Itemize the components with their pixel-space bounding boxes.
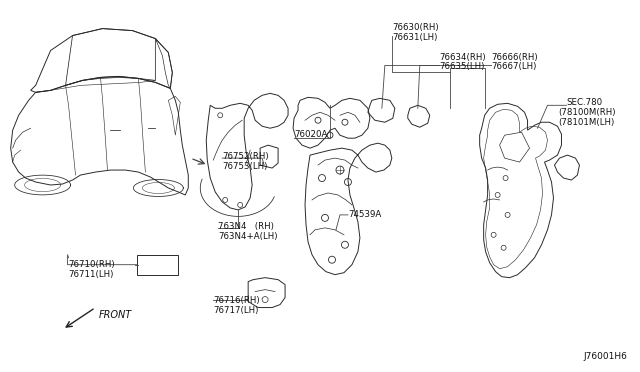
Text: 76020A: 76020A xyxy=(294,130,328,139)
Text: 763N4+A(LH): 763N4+A(LH) xyxy=(218,232,278,241)
Text: 76717(LH): 76717(LH) xyxy=(213,305,259,315)
Text: SEC.780: SEC.780 xyxy=(566,98,603,108)
Text: 76710(RH): 76710(RH) xyxy=(68,260,115,269)
Text: 74539A: 74539A xyxy=(348,210,381,219)
Text: (78100M(RH): (78100M(RH) xyxy=(559,108,616,117)
Text: 76631(LH): 76631(LH) xyxy=(392,33,437,42)
Text: 76630(RH): 76630(RH) xyxy=(392,23,438,32)
Text: 76634(RH): 76634(RH) xyxy=(440,52,486,61)
Text: 76666(RH): 76666(RH) xyxy=(492,52,538,61)
Text: 763N4   (RH): 763N4 (RH) xyxy=(218,222,274,231)
Text: FRONT: FRONT xyxy=(99,310,132,320)
Text: 76635(LH): 76635(LH) xyxy=(440,62,485,71)
Text: 76711(LH): 76711(LH) xyxy=(68,270,114,279)
Text: 76752(RH): 76752(RH) xyxy=(222,152,269,161)
Text: 76716(RH): 76716(RH) xyxy=(213,296,260,305)
Text: 76667(LH): 76667(LH) xyxy=(492,62,537,71)
Text: (78101M(LH): (78101M(LH) xyxy=(559,118,615,127)
Text: J76001H6: J76001H6 xyxy=(584,352,627,361)
Text: 76753(LH): 76753(LH) xyxy=(222,162,268,171)
